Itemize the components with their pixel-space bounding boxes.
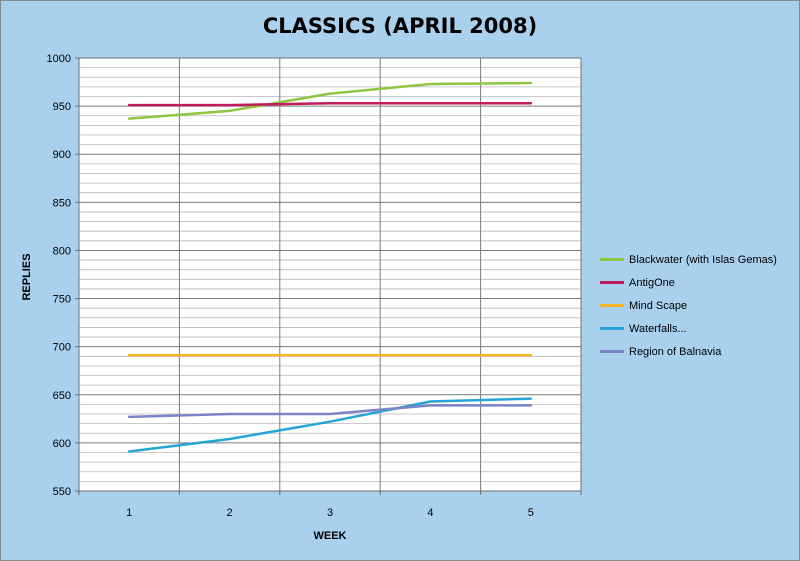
- x-tick-label: 4: [427, 507, 433, 519]
- legend-item-antigone: AntigOne: [600, 271, 800, 294]
- y-tick-label: 650: [53, 390, 71, 402]
- y-tick-label: 850: [53, 197, 71, 209]
- y-axis-title: REPLIES: [21, 253, 33, 301]
- x-tick-label: 5: [528, 507, 534, 519]
- legend-item-blackwater: Blackwater (with Islas Gemas): [600, 248, 800, 271]
- legend-label: Waterfalls...: [629, 322, 687, 335]
- y-tick-label: 750: [53, 294, 71, 306]
- legend-swatch: [600, 350, 624, 353]
- plot-background: [79, 58, 581, 491]
- legend-swatch: [600, 258, 624, 261]
- plot-border: [78, 57, 582, 492]
- series-line-blackwater-with-islas-gemas: [127, 81, 533, 120]
- series-line-region-of-balnavia: [127, 404, 533, 419]
- legend-label: Region of Balnavia: [629, 345, 722, 358]
- x-axis-title: WEEK: [313, 530, 347, 542]
- legend: Blackwater (with Islas Gemas) AntigOne M…: [600, 248, 800, 363]
- legend-label: Mind Scape: [629, 299, 688, 312]
- y-tick-label: 950: [53, 101, 71, 113]
- legend-item-waterfalls: Waterfalls...: [600, 317, 800, 340]
- legend-swatch: [600, 281, 624, 284]
- y-tick-label: 700: [53, 342, 71, 354]
- x-tick-label: 2: [227, 507, 233, 519]
- legend-label: AntigOne: [629, 276, 675, 289]
- legend-item-region-of-balnavia: Region of Balnavia: [600, 340, 800, 363]
- x-tick-label: 1: [126, 507, 132, 519]
- legend-swatch: [600, 327, 624, 330]
- series-line-waterfalls: [127, 397, 533, 453]
- legend-label: Blackwater (with Islas Gemas): [629, 253, 777, 266]
- y-tick-label: 600: [53, 438, 71, 450]
- y-tick-label: 1000: [47, 53, 71, 65]
- y-tick-label: 800: [53, 245, 71, 257]
- series-line-antigone: [127, 101, 533, 107]
- x-tick-label: 3: [327, 507, 333, 519]
- chart-title: CLASSICS (APRIL 2008): [262, 14, 538, 38]
- legend-swatch: [600, 304, 624, 307]
- y-tick-label: 900: [53, 149, 71, 161]
- legend-item-mind-scape: Mind Scape: [600, 294, 800, 317]
- y-tick-label: 550: [53, 486, 71, 498]
